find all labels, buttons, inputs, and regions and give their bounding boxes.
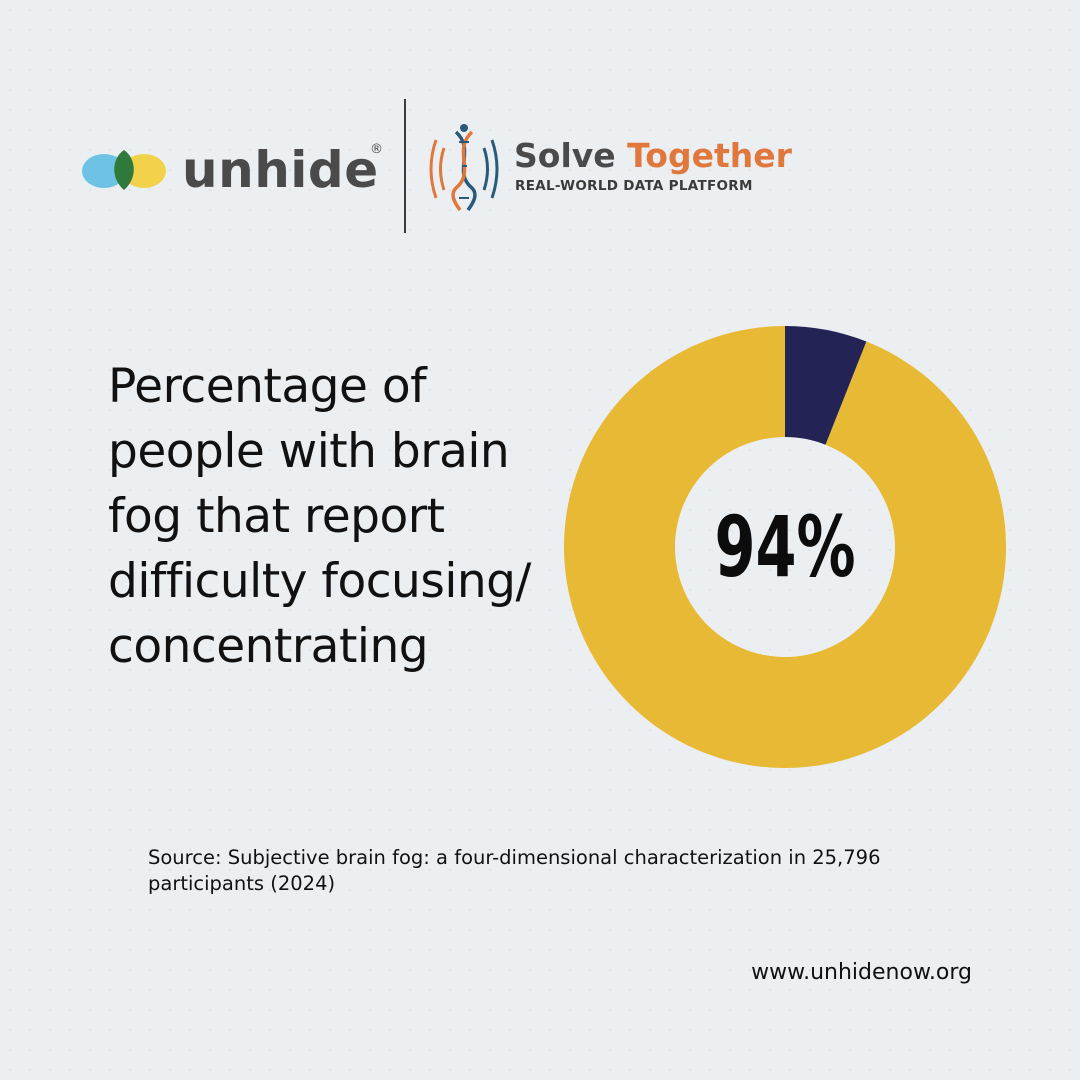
dna-helix-icon [429, 124, 499, 212]
solve-together-logo: Solve Together REAL-WORLD DATA PLATFORM [422, 122, 792, 216]
unhide-logo: unhide ® [82, 138, 392, 202]
logo-divider [404, 99, 406, 233]
website-url: www.unhidenow.org [751, 960, 972, 985]
platform-tagline: REAL-WORLD DATA PLATFORM [515, 178, 753, 194]
solve-word: Solve [514, 136, 616, 175]
unhide-leaf-icon [82, 150, 166, 190]
center-percentage-label: 94% [714, 498, 856, 596]
solve-together-wordmark: Solve Together [514, 136, 792, 176]
source-citation: Source: Subjective brain fog: a four-dim… [148, 846, 881, 895]
headline: Percentage of people with brain fog that… [108, 359, 531, 674]
together-word: Together [627, 136, 792, 175]
donut-chart [564, 326, 1006, 768]
registered-mark: ® [370, 142, 383, 157]
donut-slice-6 [785, 326, 867, 445]
donut-slice-94 [564, 326, 1006, 768]
unhide-wordmark: unhide [182, 141, 379, 199]
